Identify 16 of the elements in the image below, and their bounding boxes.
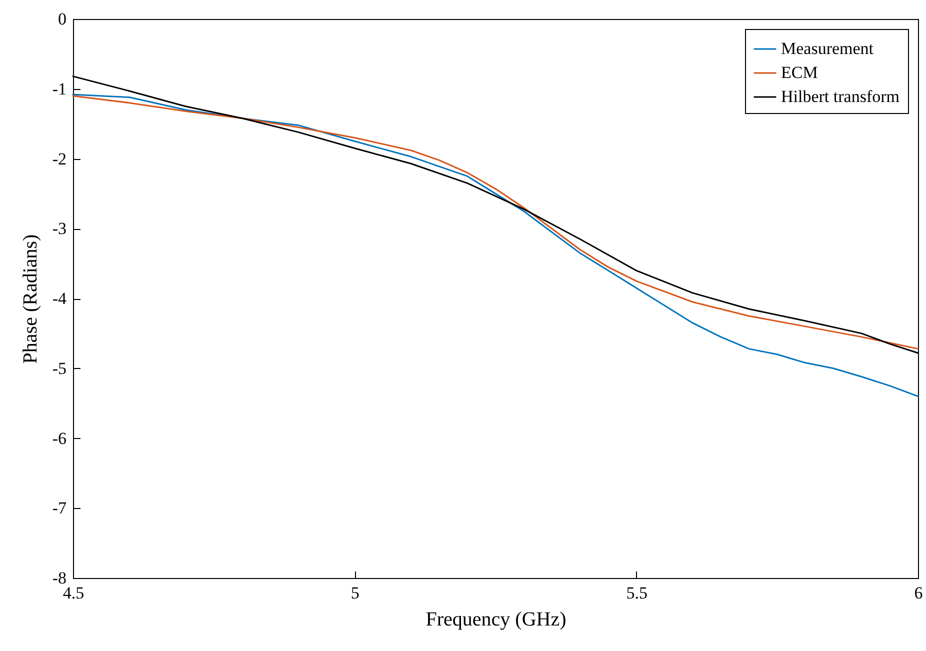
x-tick-label: 5	[350, 584, 360, 602]
legend-label: Measurement	[781, 39, 874, 58]
legend-label: ECM	[781, 63, 818, 82]
y-axis-title: Phase (Radians)	[19, 234, 42, 364]
legend-label: Hilbert transform	[781, 87, 900, 106]
y-tick-label: -3	[52, 219, 66, 238]
y-tick-label: -7	[52, 498, 67, 518]
y-tick-label: 0	[58, 10, 66, 28]
y-tick-label: -4	[52, 289, 67, 308]
x-tick-label: 5.5	[626, 584, 648, 602]
x-axis-title: Frequency (GHz)	[426, 608, 566, 630]
x-tick-label: 6	[914, 584, 923, 602]
y-tick-label: -2	[52, 149, 66, 168]
y-tick-label: -6	[52, 428, 66, 448]
y-tick-label: -5	[52, 358, 66, 378]
y-tick-label: -1	[52, 79, 66, 98]
